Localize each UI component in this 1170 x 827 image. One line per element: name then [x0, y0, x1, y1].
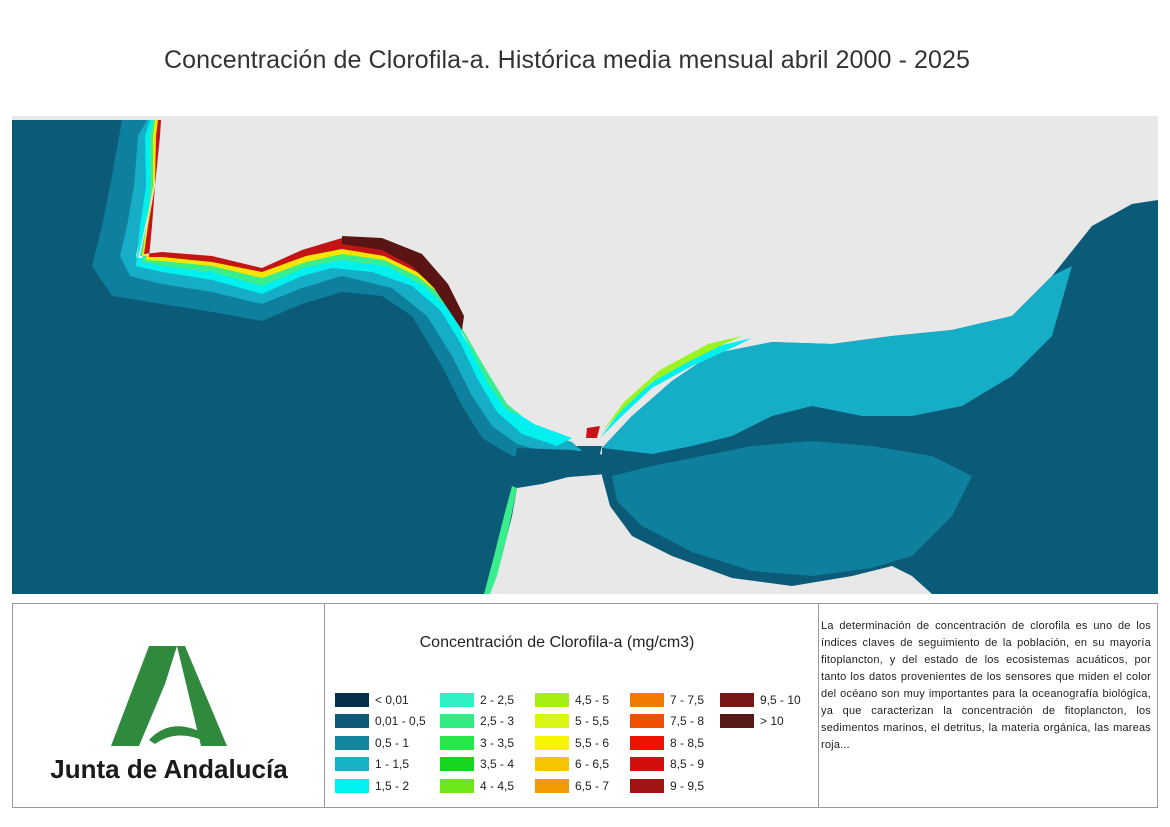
atlantic-cyan-band [136, 120, 572, 446]
legend-panel: Junta de Andalucía Concentración de Clor… [12, 603, 1158, 808]
legend-label: 5 - 5,5 [575, 714, 610, 729]
legend-item: 0,01 - 0,5 [335, 711, 426, 733]
legend-swatch [535, 735, 569, 750]
legend-swatch [335, 714, 369, 729]
legend-swatch [720, 714, 754, 729]
legend-item: 5 - 5,5 [535, 711, 609, 733]
legend-column: 4,5 - 5 5 - 5,5 5,5 - 6 6 - 6,5 6,5 - 7 [535, 689, 609, 797]
mediterranean-red-spot [586, 426, 600, 438]
legend-item: 9,5 - 10 [720, 689, 801, 711]
legend-item: 3,5 - 4 [440, 754, 514, 776]
legend-label: 3 - 3,5 [480, 735, 515, 750]
atlantic-coastal-band [120, 120, 582, 454]
chlorophyll-map[interactable] [12, 116, 1158, 594]
legend-label: 7 - 7,5 [670, 692, 705, 707]
legend-swatch [630, 692, 664, 707]
legend-swatch [440, 778, 474, 793]
atlantic-dark-band [342, 236, 464, 330]
legend-swatch [535, 757, 569, 772]
legend-item: 5,5 - 6 [535, 732, 609, 754]
legend-swatch [630, 778, 664, 793]
legend-label: > 10 [760, 714, 784, 729]
legend-label: 5,5 - 6 [575, 735, 610, 750]
legend-item: 6 - 6,5 [535, 754, 609, 776]
junta-de-andalucia-logo-icon [111, 646, 227, 746]
legend-item: < 0,01 [335, 689, 426, 711]
map-title: Concentración de Clorofila-a. Histórica … [163, 46, 971, 74]
legend-title: Concentración de Clorofila-a (mg/cm3) [419, 634, 695, 651]
description-text: La determinación de concentración de clo… [821, 620, 1151, 751]
legend-label: 0,01 - 0,5 [375, 714, 426, 729]
legend-label: 3,5 - 4 [480, 757, 515, 772]
legend-label: 0,5 - 1 [375, 735, 410, 750]
legend-swatch [630, 735, 664, 750]
legend-item: > 10 [720, 711, 801, 733]
legend-label: 6 - 6,5 [575, 757, 610, 772]
legend-label: 4,5 - 5 [575, 692, 610, 707]
legend-column: 9,5 - 10 > 10 [720, 689, 801, 732]
legend-swatch [440, 692, 474, 707]
legend-label: 2 - 2,5 [480, 692, 515, 707]
legend-item: 7 - 7,5 [630, 689, 704, 711]
mediterranean-open-sea [612, 441, 972, 576]
legend-item: 2,5 - 3 [440, 711, 514, 733]
legend-label: 4 - 4,5 [480, 778, 515, 793]
mediterranean-alboran-shelf [602, 266, 1072, 454]
legend-item: 6,5 - 7 [535, 775, 609, 797]
legend-label: 8 - 8,5 [670, 735, 705, 750]
legend-item: 1,5 - 2 [335, 775, 426, 797]
legend-cell: Concentración de Clorofila-a (mg/cm3) < … [325, 604, 819, 807]
legend-item: 7,5 - 8 [630, 711, 704, 733]
legend-swatch [440, 735, 474, 750]
legend-label: 1,5 - 2 [375, 778, 410, 793]
legend-swatch [440, 757, 474, 772]
legend-swatch [440, 714, 474, 729]
legend-swatch [535, 714, 569, 729]
legend-swatch [630, 714, 664, 729]
strait-channel [512, 448, 652, 482]
legend-item: 2 - 2,5 [440, 689, 514, 711]
atlantic-green-band [140, 120, 522, 416]
legend-label: 7,5 - 8 [670, 714, 705, 729]
legend-swatch [720, 692, 754, 707]
logo-cell: Junta de Andalucía [13, 604, 325, 807]
legend-swatch [335, 692, 369, 707]
legend-column: 7 - 7,5 7,5 - 8 8 - 8,5 8,5 - 9 9 - 9,5 [630, 689, 704, 797]
legend-label: 2,5 - 3 [480, 714, 515, 729]
legend-item: 8 - 8,5 [630, 732, 704, 754]
logo-text: Junta de Andalucía [50, 754, 288, 784]
legend-column: < 0,01 0,01 - 0,5 0,5 - 1 1 - 1,5 1,5 - 2 [335, 689, 426, 797]
legend-item: 1 - 1,5 [335, 754, 426, 776]
legend-label: 9,5 - 10 [760, 692, 801, 707]
legend-swatch [535, 692, 569, 707]
legend-swatch [630, 757, 664, 772]
legend-item: 4 - 4,5 [440, 775, 514, 797]
legend-label: 6,5 - 7 [575, 778, 610, 793]
legend-swatch [535, 778, 569, 793]
legend-column: 2 - 2,5 2,5 - 3 3 - 3,5 3,5 - 4 4 - 4,5 [440, 689, 514, 797]
legend-item: 9 - 9,5 [630, 775, 704, 797]
morocco-coast-band [484, 486, 517, 594]
atlantic-ocean [12, 120, 602, 594]
legend-swatch [335, 735, 369, 750]
legend-item: 3 - 3,5 [440, 732, 514, 754]
legend-label: 9 - 9,5 [670, 778, 705, 793]
legend-label: 8,5 - 9 [670, 757, 705, 772]
legend-label: 1 - 1,5 [375, 757, 410, 772]
legend-label: < 0,01 [375, 692, 409, 707]
legend-item: 8,5 - 9 [630, 754, 704, 776]
legend-item: 0,5 - 1 [335, 732, 426, 754]
legend-swatch [335, 757, 369, 772]
legend-swatch [335, 778, 369, 793]
legend-item: 4,5 - 5 [535, 689, 609, 711]
